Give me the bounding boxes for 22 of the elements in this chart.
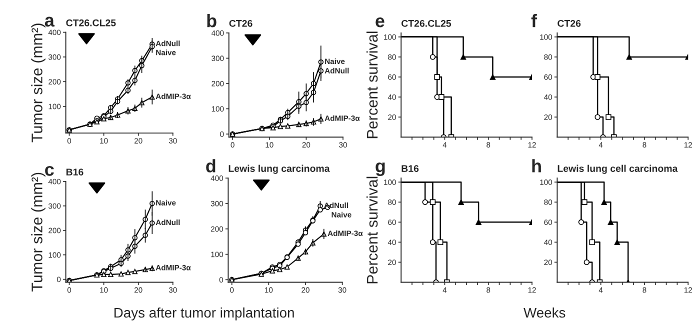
y-axis-title: Tumor size (mm²) [31,172,46,292]
x-axis-title: Days after tumor implantation [114,307,294,320]
chart-title: a [44,16,55,27]
y-axis-title: Percent survival [366,176,378,284]
y-axis-title: Tumor size (mm²) [31,24,46,142]
chart-subtitle: CT26.CL25 [66,19,116,26]
chart-title: e [376,17,384,28]
chart-title: g [376,162,385,176]
chart-title: b [207,14,216,28]
chart-title: d [206,159,216,172]
chart-subtitle: CT26 [558,20,581,27]
chart-subtitle: CT26.CL25 [402,20,452,27]
x-axis-title: Weeks [524,307,566,318]
y-axis-title: Percent survival [366,32,378,138]
chart-subtitle: B16 [402,165,419,172]
chart-title: c [45,166,54,176]
chart-title: f [531,14,538,28]
chart-subtitle: CT26 [229,20,252,27]
chart-subtitle: Lewis lung cell carcinoma [558,164,678,174]
chart-subtitle: Lewis lung carcinoma [228,164,330,174]
chart-subtitle: B16 [66,168,84,176]
chart-title: h [532,159,541,172]
